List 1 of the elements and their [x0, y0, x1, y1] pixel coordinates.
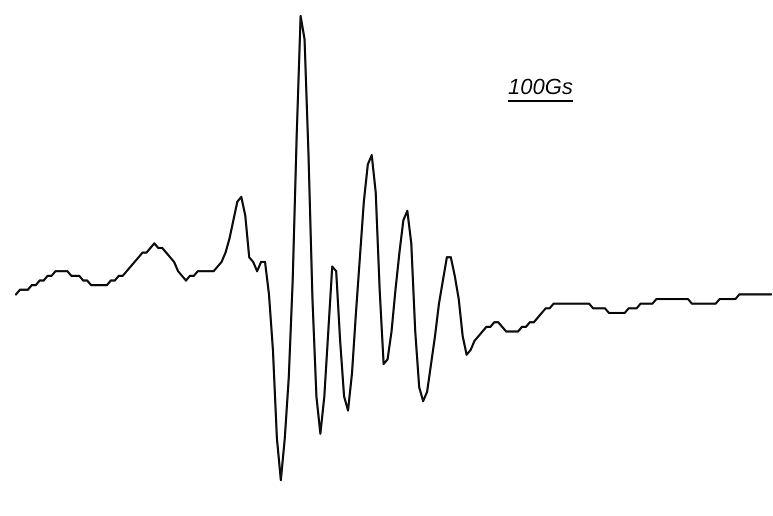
- annotation: 100Gs: [508, 74, 573, 102]
